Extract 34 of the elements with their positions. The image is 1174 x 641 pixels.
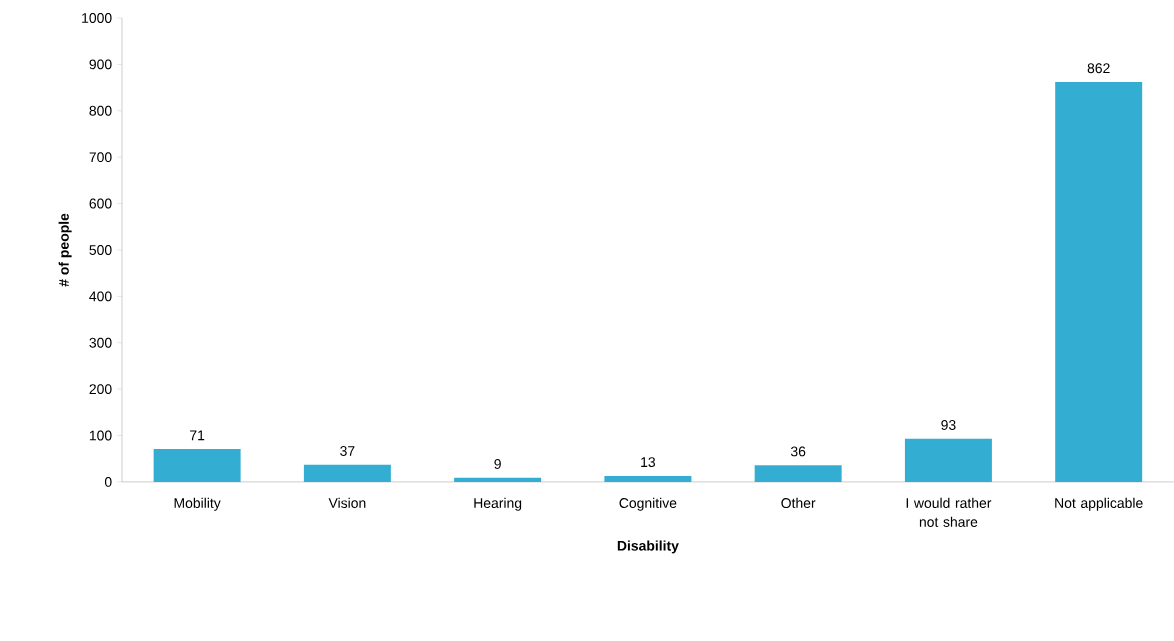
bar [754, 465, 842, 482]
bar [454, 477, 542, 482]
y-tick-label: 400 [89, 291, 112, 302]
x-tick-label: Cognitive [619, 497, 677, 511]
data-label: 36 [790, 446, 806, 457]
data-label: 862 [1087, 63, 1110, 74]
data-label: 13 [641, 457, 656, 468]
y-tick-label: 0 [104, 477, 112, 487]
y-tick-label: 700 [89, 152, 112, 163]
data-label: 71 [190, 430, 205, 441]
bar [153, 449, 241, 482]
data-label: 37 [340, 446, 355, 456]
y-tick-label: 800 [89, 105, 112, 116]
y-tick-label: 300 [89, 337, 112, 348]
y-tick-label: 200 [89, 384, 112, 395]
y-tick-label: 900 [89, 59, 112, 70]
x-tick-label: Vision [328, 497, 366, 509]
y-axis-title: # of people [58, 213, 72, 287]
x-tick-label: Mobility [174, 497, 221, 511]
y-tick-label: 600 [89, 198, 112, 209]
y-tick-label: 100 [89, 430, 112, 441]
data-label: 9 [494, 459, 501, 469]
bar [904, 438, 992, 482]
bar [303, 464, 391, 482]
bar [604, 475, 692, 482]
x-tick-label: Hearing [474, 497, 522, 511]
x-tick-label: Not applicable [1055, 497, 1143, 511]
bar [1055, 82, 1143, 482]
data-label: 93 [941, 420, 956, 430]
x-tick-label: Other [781, 497, 816, 509]
y-tick-label: 500 [89, 245, 112, 255]
x-tick-label: I would rather not share [906, 497, 992, 527]
y-tick-label: 1000 [82, 13, 112, 23]
x-axis-title: Disability [617, 540, 679, 554]
